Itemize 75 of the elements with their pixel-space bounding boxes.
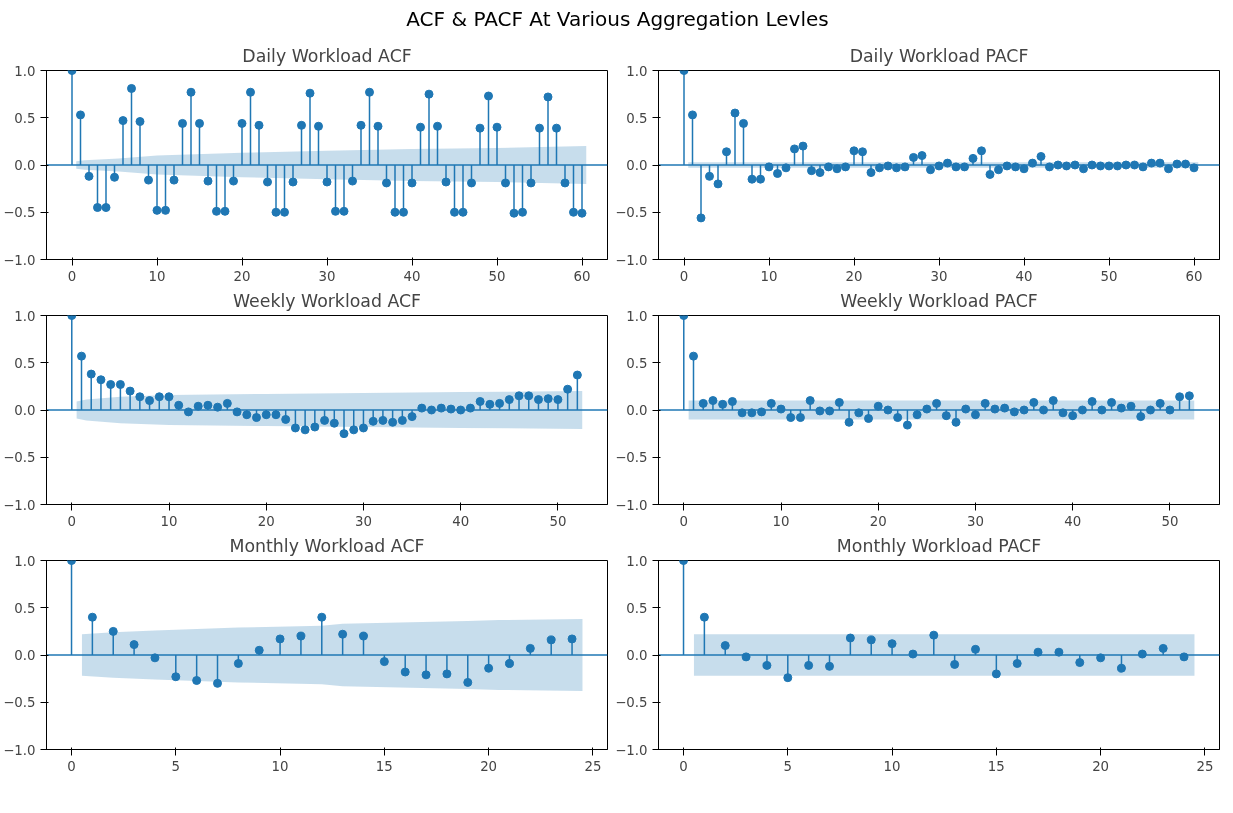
x-tick-label: 50 (549, 513, 567, 529)
x-tick-label: 15 (987, 758, 1005, 774)
y-tick-label: −1.0 (615, 252, 648, 268)
y-tick-label: −0.5 (615, 450, 648, 466)
x-tick-label: 40 (1015, 268, 1033, 284)
y-tick-label: 0.5 (626, 600, 648, 616)
x-tick-label: 10 (883, 758, 901, 774)
y-tick-label: 0.0 (14, 648, 36, 663)
y-tick-label: −0.5 (615, 695, 648, 711)
x-tick-label: 10 (148, 268, 166, 284)
x-tick-label: 50 (1161, 513, 1179, 529)
x-tick-label: 25 (584, 758, 602, 774)
y-tick-label: 0.0 (626, 403, 648, 418)
x-tick-label: 20 (869, 513, 887, 529)
y-tick-label: 0.5 (14, 110, 36, 126)
x-tick-label: 30 (930, 268, 948, 284)
x-tick-label: 40 (452, 513, 470, 529)
y-tick-label: 0.5 (14, 355, 36, 371)
chart-title: Weekly Workload ACF (232, 290, 422, 311)
y-tick-label: −0.5 (3, 450, 36, 466)
x-tick-label: 60 (573, 268, 591, 284)
x-tick-label: 20 (257, 513, 275, 529)
y-tick-label: 0.0 (14, 403, 36, 418)
x-tick-label: 30 (318, 268, 336, 284)
y-tick-label: 1.0 (626, 63, 648, 79)
x-tick-label: 0 (67, 268, 77, 284)
y-tick-label: −0.5 (615, 205, 648, 221)
chart-title: Daily Workload PACF (849, 45, 1029, 66)
y-tick-label: −0.5 (3, 695, 36, 711)
y-tick-label: 0.0 (626, 648, 648, 663)
x-tick-label: 5 (171, 758, 181, 774)
y-tick-label: −1.0 (3, 252, 36, 268)
x-tick-label: 10 (760, 268, 778, 284)
x-tick-label: 30 (966, 513, 984, 529)
y-tick-label: 1.0 (14, 63, 36, 79)
chart-title: Monthly Workload PACF (836, 535, 1042, 556)
x-tick-label: 10 (271, 758, 289, 774)
x-tick-label: 0 (67, 758, 76, 774)
x-tick-label: 0 (67, 513, 77, 529)
y-tick-label: 0.0 (626, 158, 648, 173)
x-tick-label: 30 (354, 513, 372, 529)
y-tick-label: 1.0 (14, 553, 36, 569)
x-tick-label: 40 (1064, 513, 1082, 529)
x-tick-label: 20 (1092, 758, 1110, 774)
x-tick-label: 20 (480, 758, 498, 774)
y-tick-label: 0.5 (14, 600, 36, 616)
x-tick-label: 0 (679, 758, 688, 774)
chart-title: Weekly Workload PACF (840, 290, 1038, 311)
x-tick-label: 60 (1185, 268, 1203, 284)
x-tick-label: 15 (375, 758, 393, 774)
x-tick-label: 50 (1100, 268, 1118, 284)
y-tick-label: 1.0 (626, 553, 648, 569)
x-tick-label: 25 (1196, 758, 1214, 774)
x-tick-label: 20 (233, 268, 251, 284)
x-tick-label: 10 (160, 513, 178, 529)
text: ACF & PACF At Various Aggregation Levles (406, 6, 829, 33)
y-tick-label: −0.5 (3, 205, 36, 221)
y-tick-label: −1.0 (3, 742, 36, 758)
chart-title: Monthly Workload ACF (229, 535, 425, 556)
y-tick-label: 1.0 (626, 308, 648, 324)
y-tick-label: 0.0 (14, 158, 36, 173)
chart-title: Daily Workload ACF (242, 45, 412, 66)
y-tick-label: −1.0 (3, 497, 36, 513)
y-tick-label: 0.5 (626, 110, 648, 126)
x-tick-label: 5 (783, 758, 793, 774)
y-tick-label: −1.0 (615, 742, 648, 758)
y-tick-label: −1.0 (615, 497, 648, 513)
y-tick-label: 1.0 (14, 308, 36, 324)
x-tick-label: 0 (679, 268, 689, 284)
x-tick-label: 20 (845, 268, 863, 284)
x-tick-label: 40 (403, 268, 421, 284)
x-tick-label: 0 (679, 513, 689, 529)
x-tick-label: 50 (488, 268, 506, 284)
x-tick-label: 10 (772, 513, 790, 529)
y-tick-label: 0.5 (626, 355, 648, 371)
